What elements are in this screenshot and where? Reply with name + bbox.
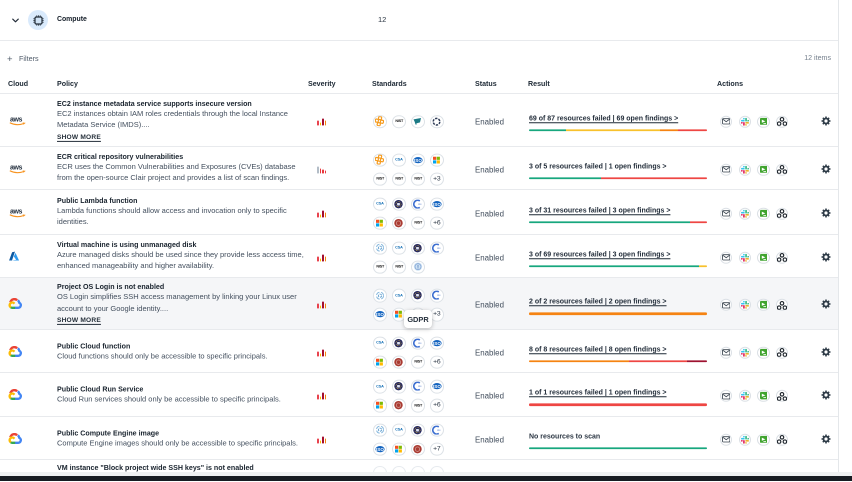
svg-text:ISO: ISO — [376, 447, 384, 452]
svg-text:aws: aws — [10, 164, 23, 171]
svg-text:aws: aws — [10, 116, 23, 123]
svg-text:ISO: ISO — [433, 341, 441, 346]
svg-text:ISO: ISO — [376, 312, 384, 317]
svg-text:ISO: ISO — [414, 158, 422, 163]
svg-text:ISO: ISO — [433, 202, 441, 207]
svg-text:ISO: ISO — [433, 384, 441, 389]
svg-text:aws: aws — [10, 208, 23, 215]
